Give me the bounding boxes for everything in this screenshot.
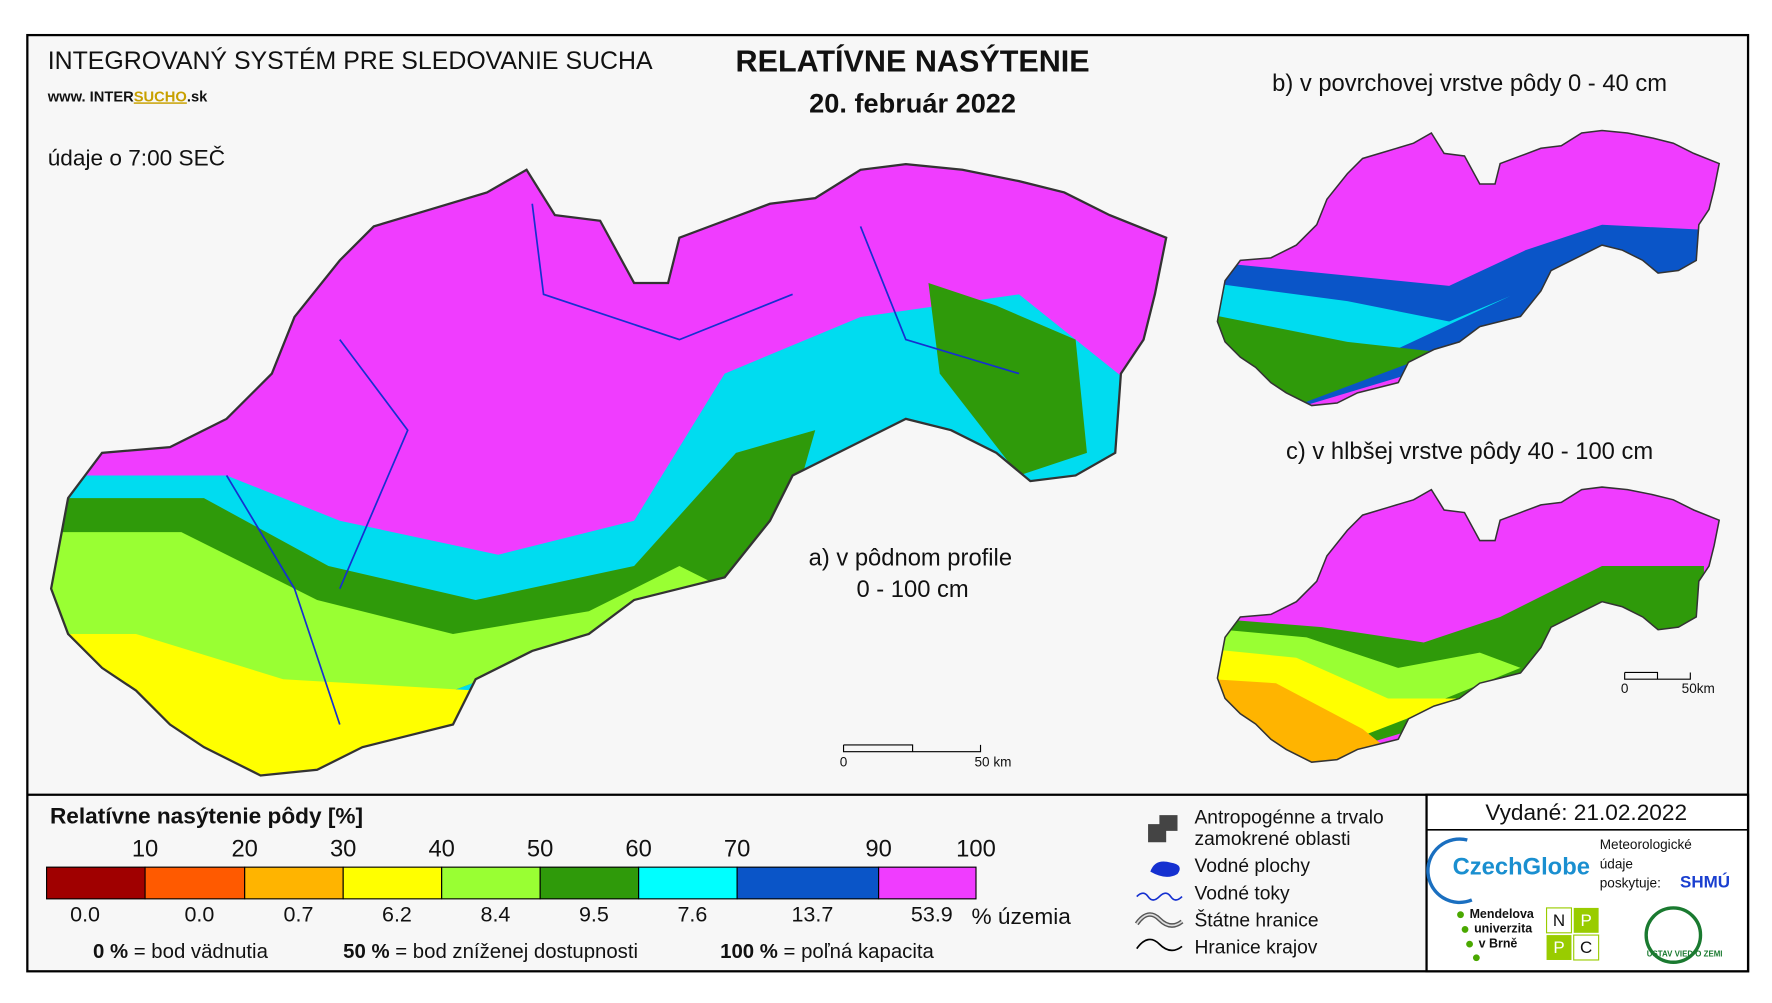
mendel-text: Mendelova [1470, 907, 1534, 921]
npc-letter: P [1581, 911, 1592, 930]
scale-bar-a [842, 744, 982, 753]
npc-letter: C [1580, 938, 1592, 957]
legend-title: Relatívne nasýtenie pôdy [%] [50, 803, 363, 828]
legend-swatch [878, 866, 977, 900]
shmu-logo: SHMÚ [1680, 872, 1730, 891]
czechglobe-logo: CzechGlobe [1453, 854, 1590, 881]
legend-swatch [638, 866, 738, 900]
symbol-label: Štátne hranice [1194, 910, 1318, 932]
legend-threshold: 30 [330, 835, 356, 862]
legend-share: 6.2 [382, 903, 412, 927]
legend-swatch [736, 866, 880, 900]
meteo-text: údaje [1600, 856, 1633, 871]
uvz-logo: ÚSTAV VIED O ZEMI [1647, 949, 1723, 958]
legend-share: 8.4 [480, 903, 510, 927]
legend-share: 13.7 [791, 903, 833, 927]
legend-swatch [441, 866, 541, 900]
legend-threshold: 40 [428, 835, 454, 862]
scale-bar-c [1624, 671, 1691, 680]
scale-zero: 0 [1621, 681, 1629, 696]
map-a-label: a) v pôdnom profile [809, 545, 1012, 572]
scale-zero: 0 [840, 755, 848, 770]
legend-share: 0.0 [184, 903, 214, 927]
note: 0 % = bod vädnutia [93, 942, 269, 964]
npc-logo [1545, 907, 1600, 961]
url-highlight: SUCHO [134, 89, 187, 105]
npc-letter: P [1553, 938, 1564, 957]
legend-threshold: 20 [231, 835, 257, 862]
legend-threshold: 50 [527, 835, 553, 862]
legend-threshold: 90 [865, 835, 891, 862]
note: 100 % = poľná kapacita [720, 942, 934, 964]
note-key: 0 % [93, 942, 128, 964]
mendel-dots [1457, 911, 1480, 962]
legend-share: 7.6 [677, 903, 707, 927]
symbol-label: zamokrené oblasti [1194, 829, 1350, 850]
legend-threshold: 100 [956, 835, 996, 862]
uvz-ring [1644, 906, 1703, 964]
czechglobe-arc [1426, 837, 1473, 905]
meteo-text: poskytuje: [1600, 876, 1661, 891]
url-suffix: .sk [187, 89, 208, 105]
title: RELATÍVNE NASÝTENIE [736, 43, 1090, 78]
note-key: 50 % [343, 942, 389, 964]
legend-swatch [539, 866, 640, 900]
legend-swatch [144, 866, 246, 900]
note-key: 100 % [720, 942, 778, 964]
note-text: = poľná kapacita [784, 942, 935, 964]
map-c-label: c) v hlbšej vrstve pôdy 40 - 100 cm [1286, 438, 1653, 465]
symbol-label: Vodné plochy [1194, 856, 1310, 877]
url-prefix: www. INTER [47, 89, 134, 105]
meteo-text: Meteorologické [1600, 837, 1692, 852]
symbol-label: Vodné toky [1194, 883, 1290, 904]
legend-share: 0.0 [70, 903, 100, 927]
system-name: INTEGROVANÝ SYSTÉM PRE SLEDOVANIE SUCHA [48, 46, 653, 75]
scale-label: 50 km [974, 755, 1011, 770]
issued: Vydané: 21.02.2022 [1485, 800, 1687, 825]
note: 50 % = bod zníženej dostupnosti [343, 942, 638, 964]
url: www. INTERSUCHO.sk [47, 89, 208, 105]
legend-swatch [244, 866, 344, 900]
legend-share: 0.7 [284, 903, 314, 927]
time-note: údaje o 7:00 SEČ [48, 146, 225, 171]
note-text: = bod vädnutia [134, 942, 269, 964]
legend-threshold: 10 [132, 835, 158, 862]
legend-swatch [46, 866, 146, 900]
mendel-text: univerzita [1474, 922, 1532, 936]
map-a-depth: 0 - 100 cm [856, 576, 968, 603]
note-text: = bod zníženej dostupnosti [395, 942, 638, 964]
map-a [49, 163, 1168, 777]
legend-threshold: 70 [724, 835, 750, 862]
symbol-label: Hranice krajov [1194, 938, 1317, 959]
date: 20. február 2022 [809, 87, 1016, 118]
legend-share: 53.9 [911, 903, 953, 927]
legend-share: 9.5 [579, 903, 609, 927]
legend: 0.0 0.0 0.7 6.2 8.4 9.5 7.6 13.7 53.9 10 20 30 40 50 6… [46, 835, 996, 927]
symbols [1134, 815, 1184, 952]
legend-unit: % územia [971, 904, 1071, 929]
legend-swatch [342, 866, 443, 900]
npc-letter: N [1553, 911, 1565, 930]
map-b-label: b) v povrchovej vrstve pôdy 0 - 40 cm [1272, 70, 1667, 97]
scale-label: 50km [1682, 681, 1715, 696]
symbol-label: Antropogénne a trvalo [1194, 808, 1383, 829]
mendel-text: v Brně [1479, 936, 1518, 950]
legend-threshold: 60 [625, 835, 651, 862]
